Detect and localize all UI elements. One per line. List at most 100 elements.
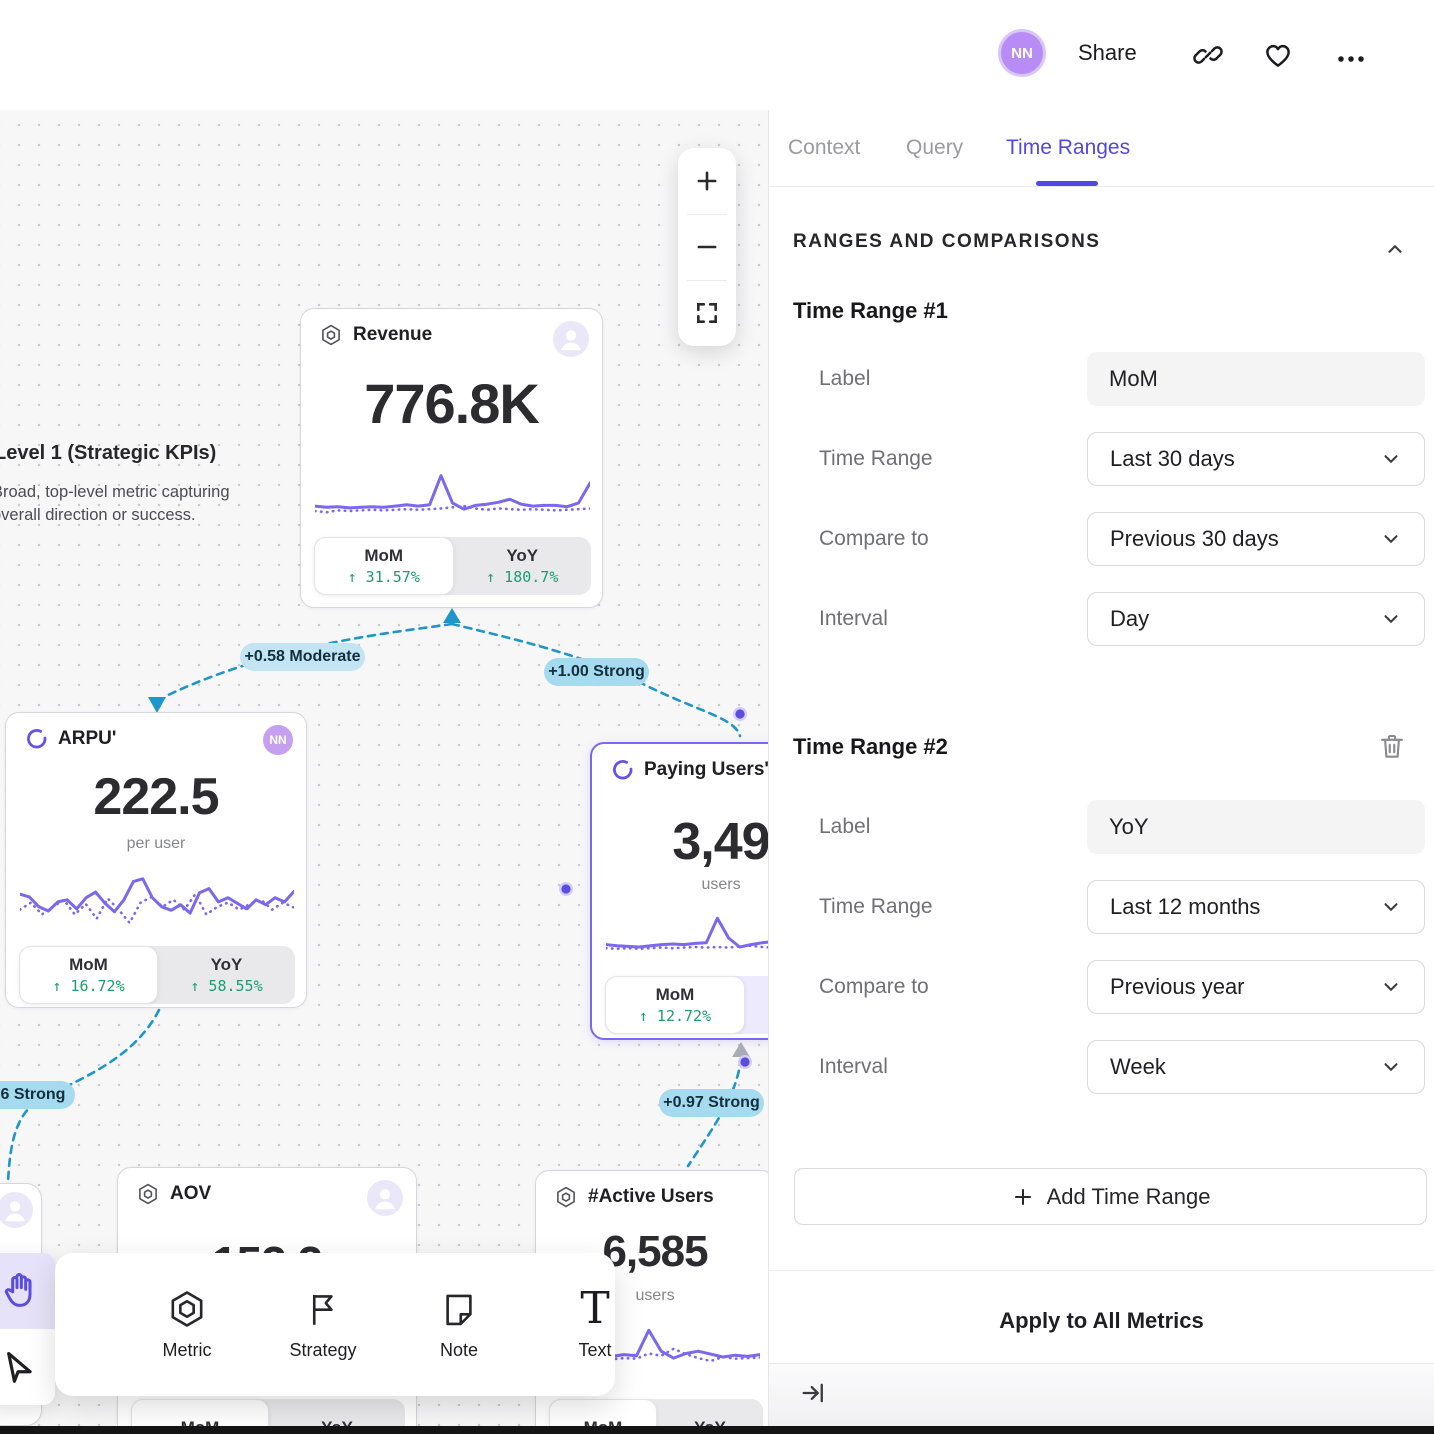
chevron-down-icon	[1380, 1056, 1402, 1078]
tool-label: Metric	[162, 1340, 212, 1360]
tr2-time-range-select[interactable]: Last 12 months	[1087, 880, 1425, 934]
metric-unit: per user	[126, 835, 186, 852]
tr1-compare-select[interactable]: Previous 30 days	[1087, 512, 1425, 566]
arpu-sparkline	[20, 869, 294, 939]
tr2-label-label: Label	[819, 815, 871, 838]
share-button[interactable]: Share	[1078, 40, 1137, 65]
comparison-toggle: MoM ↑ 12.72%	[605, 976, 768, 1034]
time-range-2-title: Time Range #2	[793, 734, 948, 759]
chevron-down-icon	[1380, 896, 1402, 918]
zoom-in-button[interactable]	[678, 148, 736, 214]
add-text-tool[interactable]: T Text	[527, 1253, 663, 1396]
tr1-label-input[interactable]	[1087, 352, 1425, 406]
comparison-toggle: MoM ↑ 31.57% YoY ↑ 180.7%	[314, 537, 591, 595]
card-title: Paying Users'	[644, 759, 768, 780]
owner-avatar-icon	[0, 1192, 33, 1228]
mom-toggle[interactable]: MoM ↑ 12.72%	[605, 976, 745, 1034]
tab-time-ranges[interactable]: Time Ranges	[1006, 136, 1131, 159]
time-range-1-title: Time Range #1	[793, 298, 948, 323]
yoy-label: YoY	[210, 955, 243, 974]
add-time-range-label: Add Time Range	[1046, 1183, 1211, 1209]
panel-tabs: Context Query Time Ranges	[769, 110, 1434, 187]
section-title: RANGES AND COMPARISONS	[793, 231, 1101, 252]
select-arrow-tool[interactable]	[0, 1329, 55, 1405]
active-tab-underline	[1036, 181, 1098, 186]
metric-card-paying-users[interactable]: Paying Users' 3,49 users MoM ↑ 12.72%	[590, 742, 768, 1040]
add-time-range-button[interactable]: Add Time Range	[794, 1168, 1427, 1225]
mom-toggle[interactable]: MoM ↑ 16.72%	[19, 946, 158, 1004]
yoy-change: ↑ 180.7%	[486, 568, 559, 586]
collapse-section-chevron-icon[interactable]	[1382, 238, 1408, 260]
chevron-down-icon	[1380, 528, 1402, 550]
mom-change: ↑ 16.72%	[52, 977, 125, 995]
metric-card-revenue[interactable]: Revenue 776.8K MoM ↑ 31.57% YoY ↑ 180.7%	[300, 308, 603, 608]
pan-hand-tool[interactable]	[0, 1253, 55, 1329]
add-strategy-tool[interactable]: Strategy	[255, 1253, 391, 1396]
comparison-toggle: MoM ↑ 16.72% YoY ↑ 58.55%	[19, 946, 295, 1004]
tr1-range-value: Last 30 days	[1110, 446, 1235, 471]
more-options-icon[interactable]	[1336, 44, 1366, 74]
plus-icon	[1011, 1185, 1035, 1209]
yoy-label: YoY	[694, 1418, 726, 1426]
mom-toggle[interactable]: MoM	[131, 1399, 269, 1426]
tab-context[interactable]: Context	[788, 136, 861, 159]
tr1-compare-value: Previous 30 days	[1110, 526, 1279, 551]
owner-avatar-icon	[553, 321, 589, 357]
zoom-out-button[interactable]	[678, 214, 736, 280]
mom-label: MoM	[584, 1418, 623, 1426]
comparison-toggle: MoM YoY	[549, 1399, 763, 1426]
tr2-label-input[interactable]	[1087, 800, 1425, 854]
favorite-heart-icon[interactable]	[1263, 40, 1293, 70]
metric-card-arpu[interactable]: ARPU' NN 222.5 per user MoM ↑ 16.72% YoY…	[5, 712, 307, 1008]
apply-to-all-metrics-button[interactable]: Apply to All Metrics	[999, 1308, 1204, 1333]
mom-label: MoM	[181, 1418, 220, 1426]
metric-hexagon-icon	[171, 1291, 203, 1327]
card-title: ARPU'	[58, 728, 117, 749]
loading-arc-icon	[24, 727, 48, 751]
fit-to-screen-button[interactable]	[678, 280, 736, 346]
loading-arc-icon	[610, 758, 634, 782]
mom-label: MoM	[364, 546, 404, 565]
add-metric-tool[interactable]: Metric	[119, 1253, 255, 1396]
tr1-interval-value: Day	[1110, 606, 1150, 631]
yoy-label: YoY	[321, 1418, 353, 1426]
tr2-interval-label: Interval	[819, 1055, 888, 1078]
tr2-interval-select[interactable]: Week	[1087, 1040, 1425, 1094]
add-note-tool[interactable]: Note	[391, 1253, 527, 1396]
user-avatar[interactable]: NN	[998, 29, 1046, 77]
yoy-toggle[interactable]: YoY ↑ 58.55%	[158, 946, 295, 1004]
correlation-badge-strong-1: +1.00 Strong	[544, 658, 649, 686]
card-title: #Active Users	[588, 1186, 714, 1207]
tr2-compare-select[interactable]: Previous year	[1087, 960, 1425, 1014]
mom-toggle[interactable]: MoM ↑ 31.57%	[314, 537, 454, 595]
mom-toggle[interactable]: MoM	[549, 1399, 657, 1426]
tr1-range-label: Time Range	[819, 447, 933, 470]
yoy-change: ↑ 58.55%	[190, 977, 263, 995]
tr1-compare-label: Compare to	[819, 527, 929, 550]
text-tool-icon: T	[580, 1283, 610, 1334]
metric-value: 222.5	[93, 768, 219, 826]
tr2-compare-value: Previous year	[1110, 974, 1245, 999]
tr1-time-range-select[interactable]: Last 30 days	[1087, 432, 1425, 486]
divider	[769, 1270, 1434, 1271]
top-header: NN Share	[0, 0, 1434, 110]
metric-hexagon-icon	[554, 1185, 578, 1209]
yoy-toggle[interactable]: YoY ↑ 180.7%	[454, 537, 592, 595]
tr1-interval-select[interactable]: Day	[1087, 592, 1425, 646]
tab-query[interactable]: Query	[906, 136, 964, 159]
collapse-panel-icon[interactable]	[799, 1379, 827, 1407]
yoy-toggle[interactable]: YoY	[269, 1399, 405, 1426]
correlation-badge-strong-2: 66 Strong	[0, 1081, 75, 1109]
delete-time-range-trash-icon[interactable]	[1377, 730, 1407, 762]
tool-label: Text	[578, 1340, 612, 1360]
correlation-badge-moderate: +0.58 Moderate	[240, 643, 365, 671]
metric-value: 6,585	[602, 1227, 708, 1276]
yoy-toggle[interactable]: YoY	[657, 1399, 763, 1426]
metric-hexagon-icon	[319, 323, 343, 347]
cursor-tool-palette	[0, 1253, 55, 1405]
metric-tree-canvas[interactable]: Level 1 (Strategic KPIs) Broad, top-leve…	[0, 110, 768, 1426]
note-icon	[446, 1294, 472, 1326]
mom-change: ↑ 12.72%	[638, 1007, 712, 1025]
copy-link-icon[interactable]	[1193, 40, 1223, 70]
